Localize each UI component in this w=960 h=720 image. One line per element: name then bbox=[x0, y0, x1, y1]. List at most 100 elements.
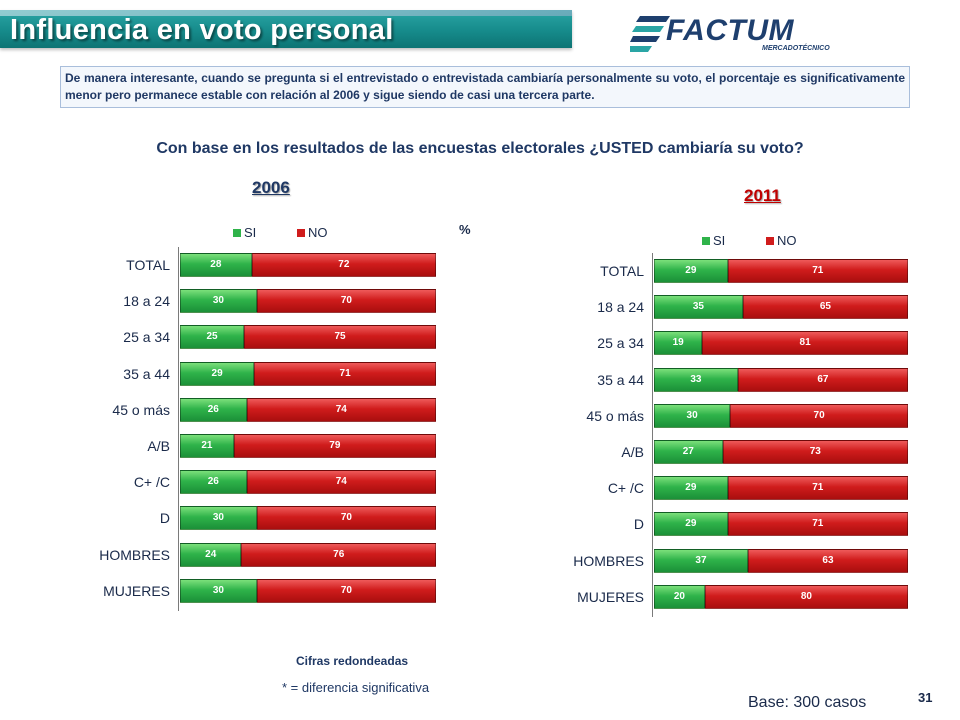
bar-si bbox=[654, 403, 731, 428]
data-label-si: 24 bbox=[205, 548, 217, 560]
category-label: 35 a 44 bbox=[123, 365, 170, 382]
bar-si bbox=[180, 325, 244, 350]
bar-si bbox=[654, 331, 703, 356]
bar-si bbox=[654, 584, 705, 609]
legend-swatch-icon bbox=[766, 237, 774, 245]
data-label-no: 81 bbox=[799, 337, 811, 349]
category-label: C+ /C bbox=[133, 474, 170, 491]
bar-no bbox=[727, 476, 908, 501]
bar-si bbox=[180, 578, 257, 603]
category-label: D bbox=[633, 516, 644, 533]
category-label: 35 a 44 bbox=[597, 371, 644, 388]
bar-si bbox=[654, 259, 728, 283]
bar-no bbox=[251, 253, 436, 277]
logo-word: FACTUM bbox=[666, 14, 794, 47]
data-label-si: 30 bbox=[212, 295, 224, 307]
legend-item-no-0: NO bbox=[297, 225, 328, 240]
bar-si bbox=[654, 548, 748, 573]
bar-si bbox=[654, 295, 743, 320]
chart-title-2011: 2011 bbox=[744, 186, 781, 205]
category-label: C+ /C bbox=[607, 480, 644, 497]
category-label: 25 a 34 bbox=[597, 335, 644, 352]
data-label-no: 74 bbox=[335, 403, 347, 415]
data-label-no: 70 bbox=[340, 295, 352, 307]
page-number: 31 bbox=[918, 690, 933, 705]
data-label-si: 30 bbox=[212, 584, 224, 596]
category-label: HOMBRES bbox=[573, 552, 644, 569]
legend-swatch-icon bbox=[233, 229, 241, 237]
category-label: 18 a 24 bbox=[123, 293, 170, 310]
category-label: 25 a 34 bbox=[123, 329, 170, 346]
data-label-si: 20 bbox=[673, 590, 685, 602]
logo-stripes-icon bbox=[630, 16, 670, 52]
bar-no bbox=[727, 259, 908, 283]
bar-si bbox=[180, 434, 234, 458]
data-label-si: 30 bbox=[686, 409, 698, 421]
data-label-no: 65 bbox=[819, 301, 831, 313]
bar-si bbox=[654, 440, 723, 464]
data-label-si: 35 bbox=[692, 301, 704, 313]
bar-no bbox=[241, 542, 436, 567]
category-label: 45 o más bbox=[112, 401, 170, 418]
category-label: D bbox=[159, 510, 170, 527]
data-label-si: 29 bbox=[685, 482, 697, 494]
legend-item-si-1: SI bbox=[702, 233, 725, 248]
data-label-no: 71 bbox=[339, 367, 351, 379]
bar-no bbox=[244, 325, 436, 350]
data-label-si: 19 bbox=[672, 337, 684, 349]
significance-note: * = diferencia significativa bbox=[282, 680, 430, 695]
question-text: Con base en los resultados de las encues… bbox=[156, 140, 804, 157]
data-label-no: 71 bbox=[812, 482, 824, 494]
bar-no bbox=[256, 506, 436, 531]
category-label: MUJERES bbox=[577, 588, 644, 605]
data-label-no: 74 bbox=[335, 476, 347, 488]
category-label: TOTAL bbox=[600, 263, 644, 279]
bar-no bbox=[727, 512, 908, 537]
data-label-no: 73 bbox=[809, 446, 821, 457]
category-label: TOTAL bbox=[126, 257, 170, 273]
bar-no bbox=[742, 295, 908, 320]
data-label-no: 71 bbox=[812, 518, 824, 530]
category-label: 18 a 24 bbox=[597, 299, 644, 316]
bar-no bbox=[256, 289, 436, 314]
data-label-si: 29 bbox=[685, 518, 697, 530]
data-label-no: 63 bbox=[822, 554, 834, 566]
note-box: De manera interesante, cuando se pregunt… bbox=[60, 66, 910, 108]
base-cases: Base: 300 casos bbox=[748, 694, 867, 711]
data-label-si: 37 bbox=[695, 554, 707, 566]
data-label-si: 27 bbox=[682, 446, 694, 457]
bar-si bbox=[654, 476, 728, 501]
data-label-si: 29 bbox=[685, 265, 697, 276]
logo-subtext: MERCADOTÉCNICO bbox=[762, 45, 830, 52]
category-label: 45 o más bbox=[586, 407, 644, 424]
title-bar bbox=[0, 10, 572, 48]
bar-no bbox=[256, 578, 436, 603]
bar-no bbox=[747, 548, 908, 573]
legend-item-no-1: NO bbox=[766, 233, 797, 248]
bar-no bbox=[233, 434, 436, 458]
legend-label: NO bbox=[777, 233, 797, 248]
bar-no bbox=[246, 470, 436, 495]
chart-title-2006: 2006 bbox=[252, 178, 290, 197]
data-label-no: 71 bbox=[812, 265, 824, 276]
legend-item-si-0: SI bbox=[233, 225, 256, 240]
axis-line-0 bbox=[178, 247, 179, 611]
data-label-si: 26 bbox=[207, 403, 219, 415]
category-label: HOMBRES bbox=[99, 546, 170, 563]
bar-no bbox=[704, 584, 908, 609]
data-label-no: 70 bbox=[340, 512, 352, 524]
data-label-no: 80 bbox=[800, 590, 812, 602]
bar-si bbox=[654, 512, 728, 537]
data-label-no: 76 bbox=[333, 548, 345, 560]
data-label-no: 75 bbox=[334, 331, 346, 343]
bar-no bbox=[730, 403, 908, 428]
percent-unit-label: % bbox=[459, 222, 471, 237]
data-label-no: 70 bbox=[340, 584, 352, 596]
page-title: Influencia en voto personal bbox=[10, 14, 394, 46]
bar-si bbox=[180, 470, 247, 495]
bar-si bbox=[180, 361, 255, 386]
data-label-si: 25 bbox=[206, 331, 218, 343]
bar-si bbox=[180, 397, 247, 422]
bar-si bbox=[180, 506, 257, 531]
category-label: MUJERES bbox=[103, 582, 170, 599]
